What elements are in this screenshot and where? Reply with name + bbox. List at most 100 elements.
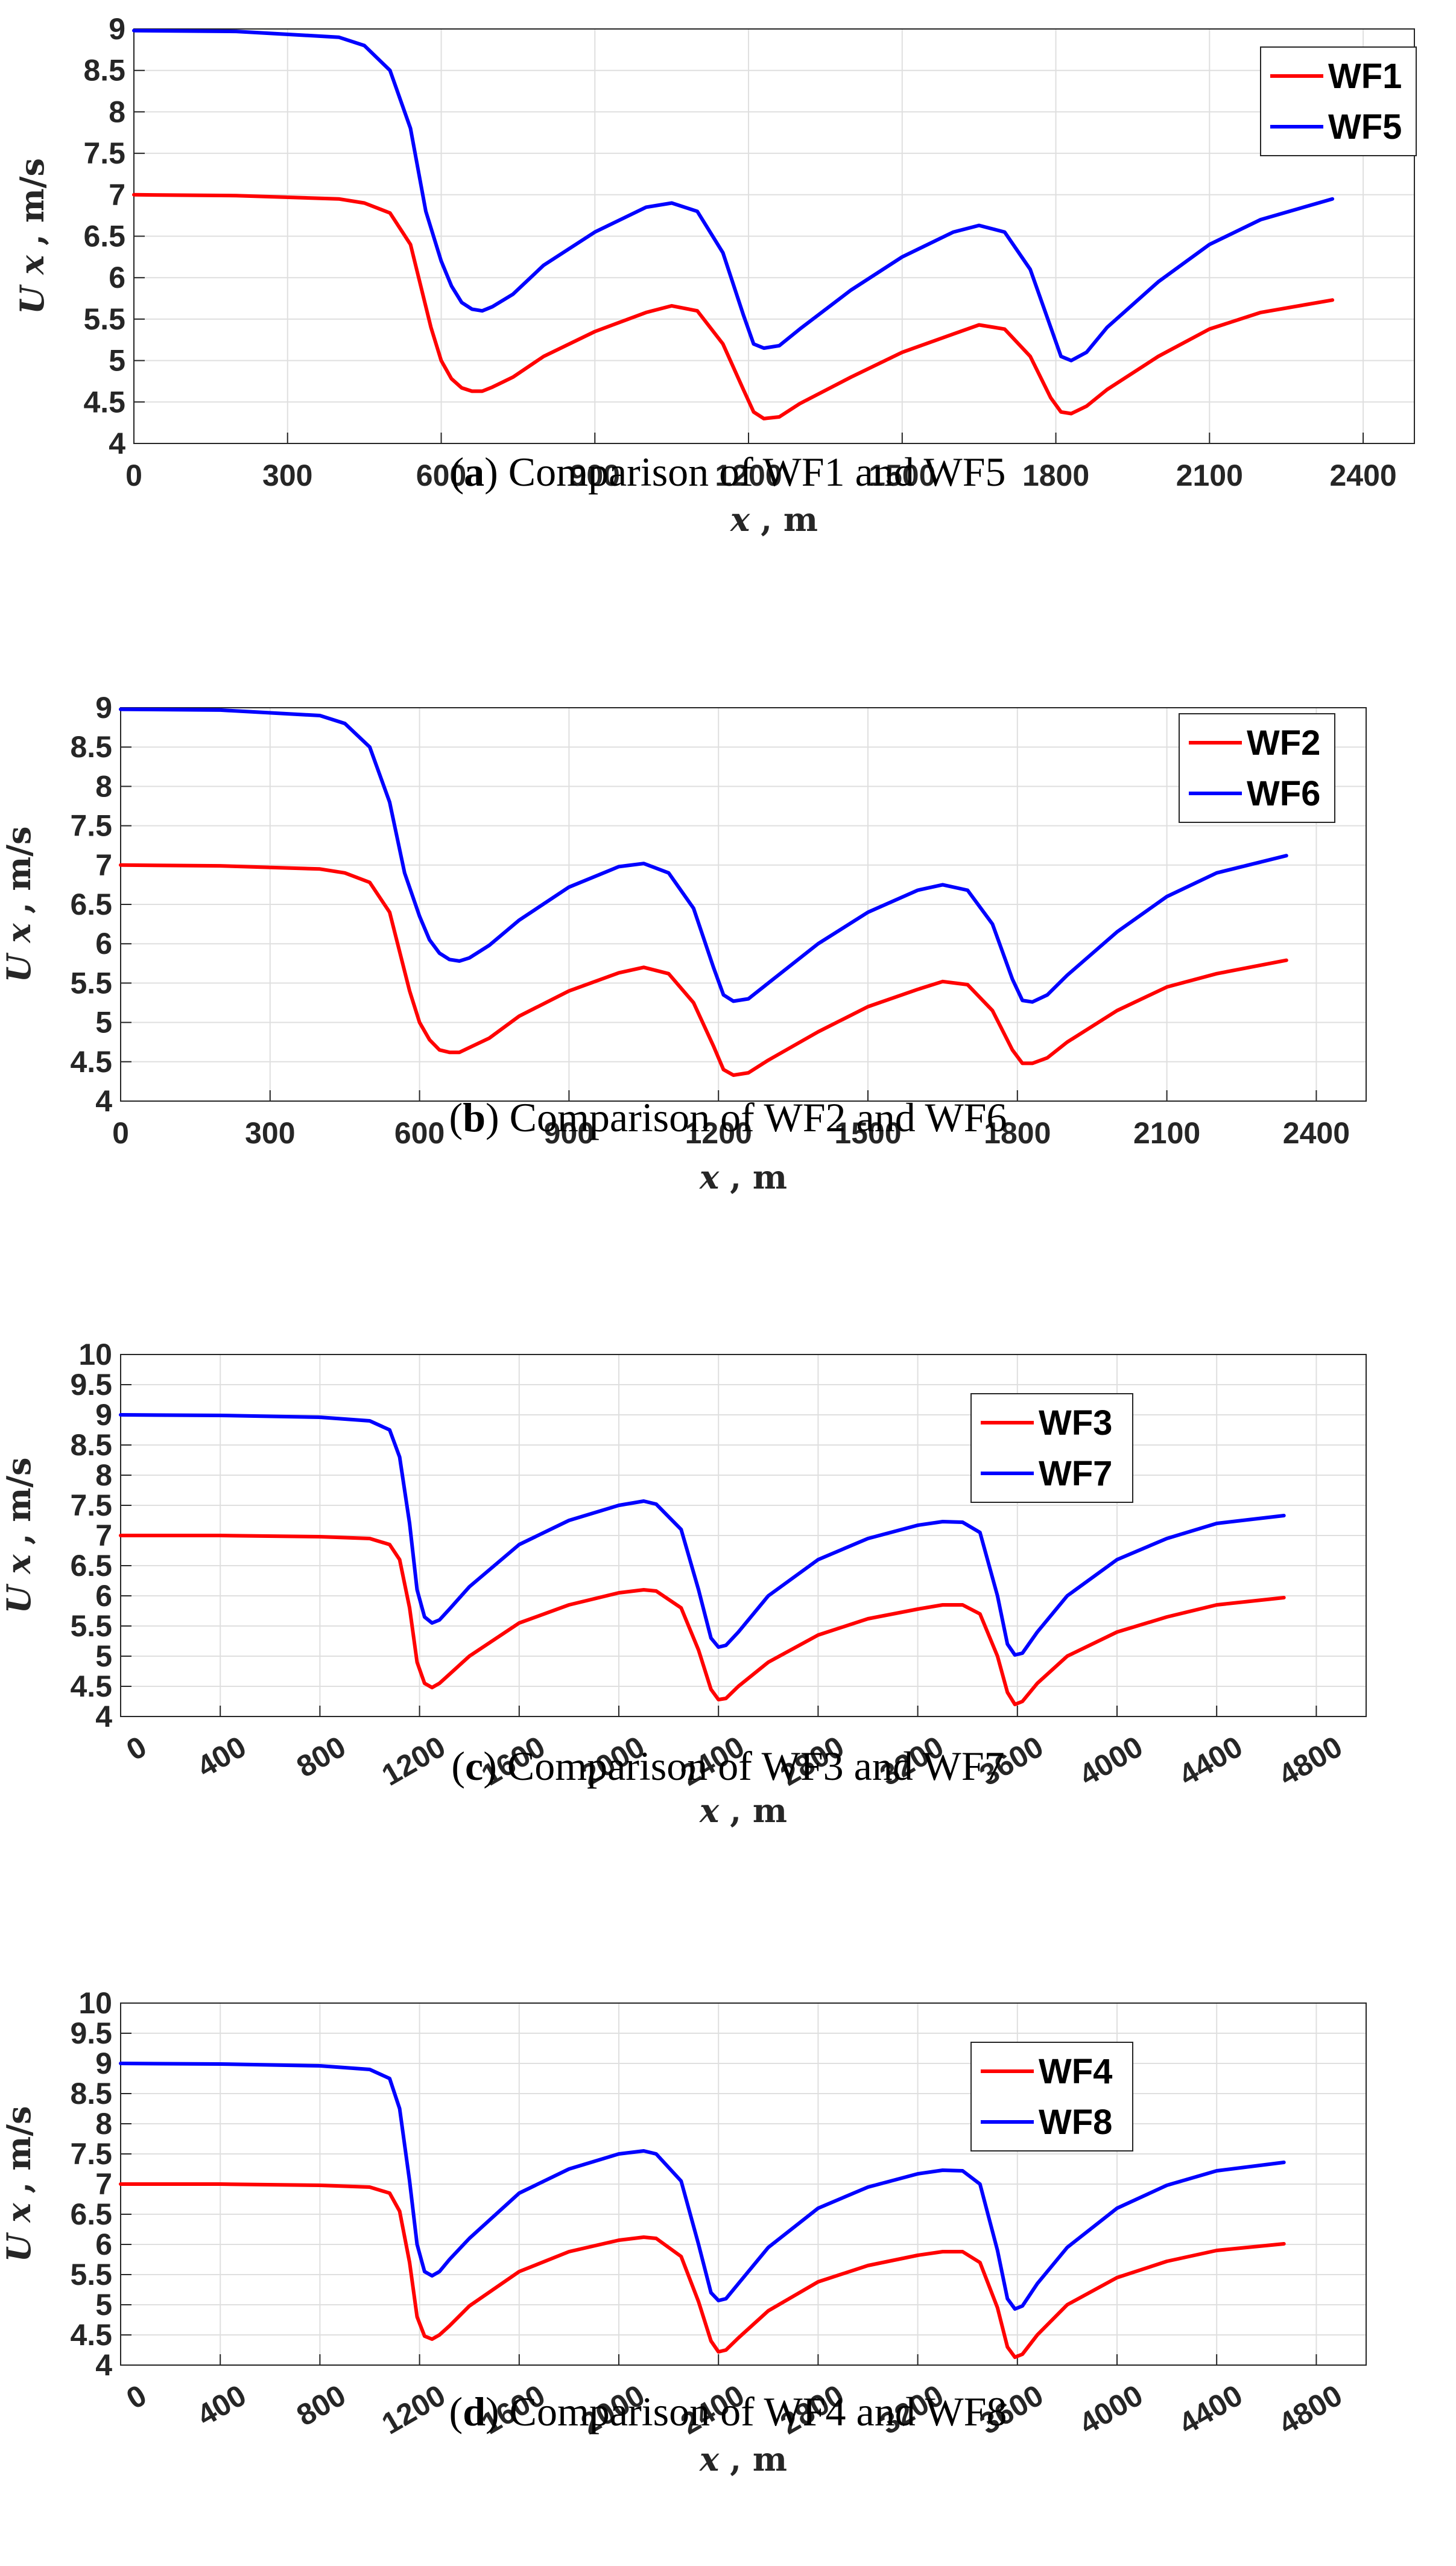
y-tick-label: 4 bbox=[95, 1700, 112, 1733]
x-axis-label: x , m bbox=[699, 1158, 787, 1196]
y-tick-label: 5.5 bbox=[70, 2258, 112, 2291]
y-tick-label: 7.5 bbox=[83, 136, 125, 170]
caption-letter: c bbox=[465, 1743, 483, 1789]
y-tick-label: 7 bbox=[109, 178, 125, 212]
y-tick-label: 9 bbox=[95, 1398, 112, 1432]
chart-panel-b: 0 300 600 900 1200 1500 1800 2100 2400 4 4.5 5 5.5 6 6… bbox=[0, 691, 1367, 1196]
y-tick-label: 4 bbox=[95, 2348, 112, 2382]
caption-text: ) Comparison of WF2 and WF6 bbox=[486, 1094, 1007, 1140]
y-axis-label: U x , m/s bbox=[0, 2106, 38, 2263]
legend-label-wf4: WF4 bbox=[1039, 2052, 1112, 2091]
caption-text: ) Comparison of WF3 and WF7 bbox=[483, 1743, 1004, 1789]
panel-caption: (b) Comparison of WF2 and WF6 bbox=[449, 1094, 1007, 1140]
x-tick-label: 1500 bbox=[869, 459, 935, 492]
caption-letter: a bbox=[464, 449, 484, 495]
x-tick-label: 1500 bbox=[834, 1116, 901, 1150]
y-tick-label: 8 bbox=[95, 769, 112, 803]
x-tick-label: 0 bbox=[112, 1116, 129, 1150]
y-axis-unit: , m/s bbox=[0, 827, 38, 914]
x-tick-label: 600 bbox=[394, 1116, 445, 1150]
y-tick-label: 8.5 bbox=[70, 1428, 112, 1462]
y-tick-label: 4.5 bbox=[70, 2318, 112, 2352]
y-axis-unit: , m/s bbox=[0, 1458, 38, 1545]
y-tick-label: 9 bbox=[95, 691, 112, 725]
legend-label-wf5: WF5 bbox=[1328, 107, 1402, 147]
y-tick-label: 5.5 bbox=[83, 302, 125, 336]
y-tick-label: 4 bbox=[109, 427, 125, 460]
y-axis-label: U x , m/s bbox=[13, 158, 51, 314]
y-axis-variable: U x bbox=[0, 2203, 38, 2263]
x-axis-unit: , m bbox=[761, 500, 818, 539]
legend-label-wf2: WF2 bbox=[1247, 723, 1320, 763]
x-axis-variable: x bbox=[699, 1158, 720, 1196]
x-tick-label: 2100 bbox=[1133, 1116, 1200, 1150]
y-tick-label: 6 bbox=[95, 2228, 112, 2261]
x-axis-label: x , m bbox=[699, 2440, 787, 2479]
y-tick-label: 4.5 bbox=[83, 385, 125, 419]
legend-box bbox=[970, 2042, 1133, 2152]
chart-panel-d: 0 400 800 1200 1600 2000 2400 2800 3200 3600 4000 4… bbox=[0, 1986, 1367, 2479]
x-tick-label: 1800 bbox=[984, 1116, 1051, 1150]
y-tick-label: 8 bbox=[95, 2107, 112, 2141]
x-tick-label: 600 bbox=[416, 459, 466, 492]
y-tick-label: 9 bbox=[95, 2047, 112, 2080]
y-tick-label: 9.5 bbox=[70, 2016, 112, 2050]
y-tick-label: 5 bbox=[109, 344, 125, 378]
caption-letter: d bbox=[463, 2389, 486, 2434]
x-tick-label: 300 bbox=[262, 459, 312, 492]
x-tick-label: 1200 bbox=[376, 1730, 451, 1793]
x-tick-label: 4400 bbox=[1173, 2378, 1248, 2441]
series-line-wf8 bbox=[119, 2062, 1286, 2311]
series-line-wf1 bbox=[132, 192, 1335, 421]
y-tick-label: 7.5 bbox=[70, 809, 112, 843]
x-tick-label: 0 bbox=[121, 2378, 152, 2416]
x-tick-label: 1200 bbox=[685, 1116, 752, 1150]
x-tick-label: 900 bbox=[544, 1116, 594, 1150]
legend-label-wf7: WF7 bbox=[1039, 1454, 1112, 1493]
y-tick-label: 9.5 bbox=[70, 1368, 112, 1402]
x-tick-label: 0 bbox=[121, 1730, 152, 1767]
y-tick-label: 4.5 bbox=[70, 1045, 112, 1079]
y-tick-label: 8 bbox=[95, 1458, 112, 1492]
x-axis-unit: , m bbox=[730, 2440, 787, 2479]
x-tick-label: 4000 bbox=[1074, 2378, 1148, 2441]
series-line-wf5 bbox=[132, 28, 1335, 363]
x-tick-label: 2400 bbox=[1283, 1116, 1350, 1150]
x-tick-label: 300 bbox=[245, 1116, 295, 1150]
y-tick-label: 8 bbox=[109, 95, 125, 129]
y-axis-unit: , m/s bbox=[13, 158, 51, 246]
y-tick-label: 5.5 bbox=[70, 1609, 112, 1643]
y-tick-label: 5 bbox=[95, 1006, 112, 1040]
caption-open-paren: ( bbox=[449, 1094, 463, 1140]
chart-panel-c: 0 400 800 1200 1600 2000 2400 2800 3200 3600 4000 4… bbox=[0, 1338, 1367, 1830]
caption-open-paren: ( bbox=[449, 2389, 463, 2434]
x-axis-unit: , m bbox=[730, 1791, 787, 1830]
x-tick-label: 1200 bbox=[715, 459, 782, 492]
x-tick-label: 4800 bbox=[1273, 2378, 1347, 2441]
y-tick-label: 9 bbox=[109, 12, 125, 46]
legend-box bbox=[1179, 713, 1335, 823]
x-tick-label: 900 bbox=[570, 459, 620, 492]
y-tick-label: 6 bbox=[95, 1579, 112, 1613]
caption-open-paren: ( bbox=[451, 1743, 465, 1789]
y-tick-label: 7 bbox=[95, 848, 112, 882]
x-tick-label: 4800 bbox=[1273, 1730, 1347, 1793]
y-axis-label: U x , m/s bbox=[0, 827, 38, 983]
y-tick-label: 7 bbox=[95, 1519, 112, 1552]
caption-letter: b bbox=[463, 1094, 486, 1140]
x-tick-label: 800 bbox=[291, 1730, 351, 1784]
y-tick-label: 5.5 bbox=[70, 966, 112, 1000]
x-tick-label: 2100 bbox=[1176, 459, 1243, 492]
caption-text: ) Comparison of WF4 and WF8 bbox=[486, 2389, 1007, 2434]
y-tick-label: 6.5 bbox=[70, 888, 112, 921]
x-axis-variable: x bbox=[699, 2440, 720, 2479]
y-tick-label: 4 bbox=[95, 1084, 112, 1118]
y-tick-label: 6.5 bbox=[70, 2197, 112, 2231]
caption-text: ) Comparison of WF1 and WF5 bbox=[484, 449, 1005, 495]
panel-caption: (c) Comparison of WF3 and WF7 bbox=[451, 1743, 1004, 1789]
legend-label-wf8: WF8 bbox=[1039, 2103, 1112, 2142]
caption-open-paren: ( bbox=[450, 449, 464, 495]
y-tick-label: 8.5 bbox=[83, 54, 125, 87]
